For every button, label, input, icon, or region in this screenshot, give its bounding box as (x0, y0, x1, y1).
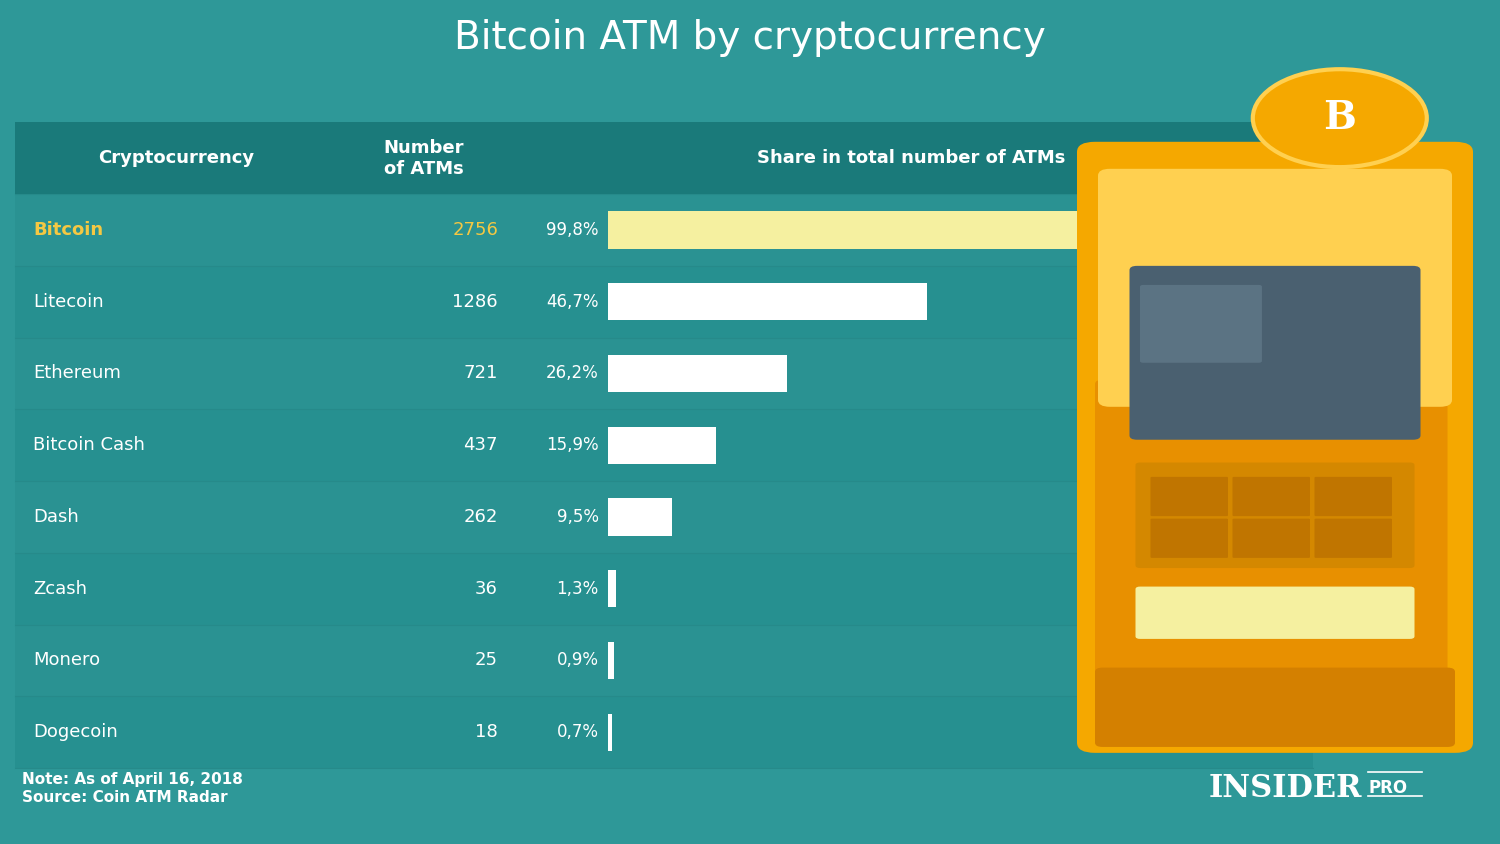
Text: 26,2%: 26,2% (546, 365, 598, 382)
Text: Cryptocurrency: Cryptocurrency (98, 149, 255, 167)
FancyBboxPatch shape (1150, 477, 1228, 517)
Text: 46,7%: 46,7% (546, 293, 598, 311)
FancyBboxPatch shape (1095, 668, 1455, 747)
Text: Share in total number of ATMs: Share in total number of ATMs (758, 149, 1065, 167)
Text: 721: 721 (464, 365, 498, 382)
Text: 25: 25 (476, 652, 498, 669)
Text: Litecoin: Litecoin (33, 293, 104, 311)
Text: 9,5%: 9,5% (556, 508, 598, 526)
FancyBboxPatch shape (1140, 285, 1262, 363)
Text: Number
of ATMs: Number of ATMs (384, 139, 464, 177)
Text: Bitcoin: Bitcoin (33, 221, 104, 239)
Text: 18: 18 (476, 723, 498, 741)
FancyBboxPatch shape (608, 283, 927, 321)
FancyBboxPatch shape (1233, 477, 1310, 517)
FancyBboxPatch shape (608, 641, 613, 679)
FancyBboxPatch shape (1077, 142, 1473, 753)
FancyBboxPatch shape (1098, 169, 1452, 407)
FancyBboxPatch shape (15, 194, 1312, 266)
FancyBboxPatch shape (608, 570, 616, 608)
FancyBboxPatch shape (15, 409, 1312, 481)
FancyBboxPatch shape (608, 713, 612, 751)
Text: 99,8%: 99,8% (546, 221, 598, 239)
Text: 1,3%: 1,3% (556, 580, 598, 598)
Text: Bitcoin Cash: Bitcoin Cash (33, 436, 146, 454)
Text: 262: 262 (464, 508, 498, 526)
FancyBboxPatch shape (15, 338, 1312, 409)
Text: B: B (1323, 99, 1356, 138)
Circle shape (1252, 69, 1426, 167)
Text: 15,9%: 15,9% (546, 436, 598, 454)
FancyBboxPatch shape (1095, 380, 1448, 743)
Text: INSIDER: INSIDER (1209, 773, 1362, 803)
FancyBboxPatch shape (15, 625, 1312, 696)
FancyBboxPatch shape (608, 211, 1290, 249)
Text: Dogecoin: Dogecoin (33, 723, 117, 741)
Text: Ethereum: Ethereum (33, 365, 122, 382)
FancyBboxPatch shape (1136, 587, 1414, 639)
FancyBboxPatch shape (1233, 518, 1310, 558)
Text: PRO: PRO (1368, 779, 1407, 798)
FancyBboxPatch shape (15, 266, 1312, 338)
FancyBboxPatch shape (338, 122, 510, 194)
Text: 36: 36 (476, 580, 498, 598)
FancyBboxPatch shape (1130, 266, 1420, 440)
FancyBboxPatch shape (1314, 477, 1392, 517)
Text: Source: Coin ATM Radar: Source: Coin ATM Radar (22, 790, 228, 805)
FancyBboxPatch shape (1314, 518, 1392, 558)
FancyBboxPatch shape (608, 498, 672, 536)
Text: Note: As of April 16, 2018: Note: As of April 16, 2018 (22, 771, 243, 787)
Text: 0,7%: 0,7% (556, 723, 598, 741)
FancyBboxPatch shape (15, 553, 1312, 625)
Text: Bitcoin ATM by cryptocurrency: Bitcoin ATM by cryptocurrency (454, 19, 1046, 57)
Text: 1286: 1286 (453, 293, 498, 311)
Text: 437: 437 (464, 436, 498, 454)
FancyBboxPatch shape (15, 481, 1312, 553)
Text: Monero: Monero (33, 652, 101, 669)
FancyBboxPatch shape (15, 122, 338, 194)
FancyBboxPatch shape (608, 426, 715, 464)
FancyBboxPatch shape (510, 122, 1312, 194)
Text: 0,9%: 0,9% (556, 652, 598, 669)
FancyBboxPatch shape (1136, 463, 1414, 568)
FancyBboxPatch shape (1150, 518, 1228, 558)
Text: 2756: 2756 (452, 221, 498, 239)
FancyBboxPatch shape (15, 696, 1312, 768)
FancyBboxPatch shape (608, 354, 786, 392)
Text: Zcash: Zcash (33, 580, 87, 598)
Text: Dash: Dash (33, 508, 78, 526)
